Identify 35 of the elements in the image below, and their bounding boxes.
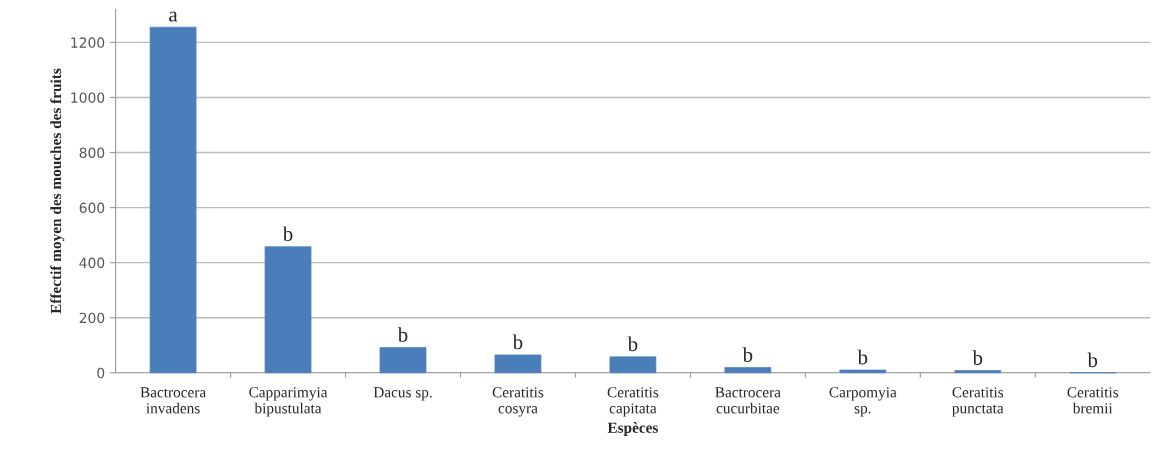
y-tick-label: 600 (79, 202, 105, 214)
x-tick-label: Bactrocera invadens (140, 387, 206, 414)
y-tick-label: 800 (79, 147, 105, 158)
y-tick-label: 1200 (71, 37, 105, 48)
annotation: a (169, 11, 178, 22)
bar (149, 26, 197, 374)
annotation: b (397, 327, 408, 342)
annotation: b (627, 336, 638, 352)
x-tick-label: Carpomyia sp. (829, 387, 897, 417)
y-axis-title: Effectif moyen des mouches des fruits (50, 68, 65, 314)
bar (839, 369, 887, 374)
x-tick-label: Dacus sp. (373, 387, 432, 401)
bar (379, 347, 427, 374)
annotation: b (972, 350, 983, 365)
annotation: b (857, 349, 868, 365)
y-tick-label: 0 (97, 367, 105, 379)
y-tick-label: 1000 (71, 92, 105, 103)
bar (264, 246, 312, 374)
annotation: b (1087, 352, 1098, 368)
annotation: b (742, 347, 753, 362)
x-tick-label: Ceratitis cosyra (492, 387, 544, 417)
bar (954, 370, 1002, 374)
x-tick-label: Capparimyia bipustulata (249, 387, 328, 417)
annotation: b (282, 226, 293, 242)
x-tick-label: Ceratitis bremii (1067, 387, 1119, 414)
x-tick-label: Ceratitis capitata (607, 387, 659, 417)
bar (494, 354, 542, 374)
x-tick-label: Ceratitis punctata (952, 387, 1004, 417)
bar (609, 356, 657, 374)
bar (724, 367, 772, 374)
x-tick-label: Bactrocera cucurbitae (715, 387, 781, 414)
annotation: b (512, 334, 523, 350)
x-axis-title: Espèces (607, 422, 658, 436)
y-tick-label: 200 (79, 312, 105, 324)
y-tick-label: 400 (79, 257, 105, 269)
